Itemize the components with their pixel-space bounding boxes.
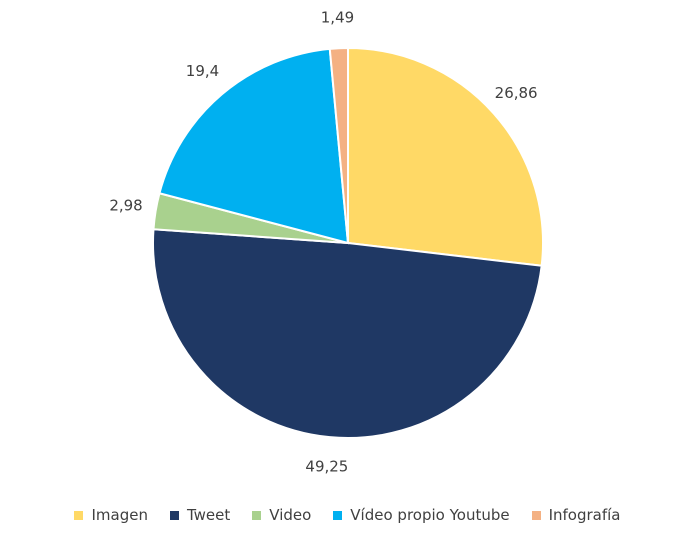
legend-label: Infografía <box>548 506 621 524</box>
legend-item: Infografía <box>531 506 621 524</box>
legend-swatch <box>169 510 179 520</box>
legend-item: Vídeo propio Youtube <box>333 506 510 524</box>
data-label: 1,49 <box>321 9 354 27</box>
data-label: 19,4 <box>186 62 219 80</box>
legend-swatch <box>252 510 262 520</box>
legend-item: Imagen <box>74 506 148 524</box>
pie-slice <box>158 47 350 245</box>
data-label: 49,25 <box>305 458 348 476</box>
legend-swatch <box>333 510 343 520</box>
chart: 26,86 49,25 2,98 19,4 1,49 <box>109 9 544 476</box>
legend-item: Video <box>252 506 311 524</box>
pie-slice <box>347 46 544 267</box>
data-label: 26,86 <box>495 84 538 102</box>
legend-label: Tweet <box>186 506 231 524</box>
legend-label: Vídeo propio Youtube <box>350 506 510 524</box>
data-label: 2,98 <box>109 197 142 215</box>
legend-swatch <box>531 510 541 520</box>
pie-slice <box>152 228 543 439</box>
legend-label: Video <box>269 506 312 524</box>
pie-slice <box>328 46 349 244</box>
legend-label: Imagen <box>91 506 148 524</box>
legend: Imagen Tweet Video Vídeo propio Youtube Info… <box>0 506 695 524</box>
legend-item: Tweet <box>169 506 231 524</box>
legend-swatch <box>74 510 84 520</box>
